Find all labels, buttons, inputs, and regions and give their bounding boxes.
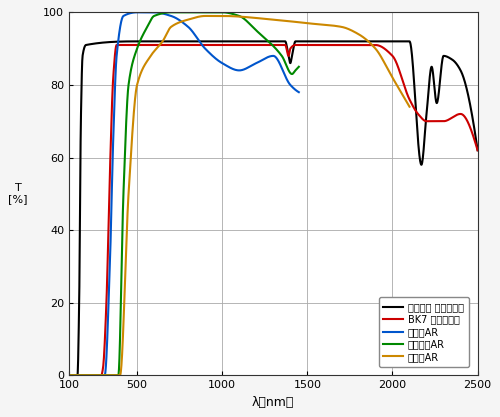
近赤外域AR bbox=[290, 71, 296, 76]
可視域AR bbox=[178, 19, 184, 24]
近赤外域AR bbox=[178, 10, 184, 15]
合成石英 ノーコート bbox=[474, 148, 480, 153]
Legend: 合成石英 ノーコート, BK7 ノーコート, 可視域AR, 近赤外域AR, 赤外域AR: 合成石英 ノーコート, BK7 ノーコート, 可視域AR, 近赤外域AR, 赤外… bbox=[378, 297, 468, 367]
Line: 近赤外域AR: 近赤外域AR bbox=[69, 13, 299, 375]
可視域AR bbox=[296, 90, 302, 95]
赤外域AR bbox=[397, 88, 403, 93]
合成石英 ノーコート bbox=[254, 39, 260, 44]
X-axis label: λ［nm］: λ［nm］ bbox=[252, 396, 294, 409]
合成石英 ノーコート bbox=[66, 373, 72, 378]
合成石英 ノーコート bbox=[265, 39, 271, 44]
合成石英 ノーコート bbox=[462, 83, 468, 88]
合成石英 ノーコート bbox=[388, 39, 394, 44]
近赤外域AR bbox=[66, 373, 72, 378]
赤外域AR bbox=[334, 24, 340, 29]
BK7 ノーコート bbox=[87, 373, 93, 378]
BK7 ノーコート bbox=[463, 116, 469, 121]
近赤外域AR bbox=[289, 71, 295, 76]
BK7 ノーコート bbox=[388, 52, 394, 57]
赤外域AR bbox=[406, 104, 412, 109]
BK7 ノーコート bbox=[462, 116, 468, 121]
BK7 ノーコート bbox=[66, 373, 72, 378]
BK7 ノーコート bbox=[265, 43, 271, 48]
BK7 ノーコート bbox=[254, 43, 260, 48]
赤外域AR bbox=[84, 373, 89, 378]
近赤外域AR bbox=[168, 10, 174, 15]
近赤外域AR bbox=[247, 22, 253, 27]
赤外域AR bbox=[232, 14, 237, 19]
可視域AR bbox=[289, 84, 295, 89]
BK7 ノーコート bbox=[114, 43, 120, 48]
赤外域AR bbox=[396, 87, 402, 92]
近赤外域AR bbox=[296, 64, 302, 69]
赤外域AR bbox=[66, 373, 72, 378]
近赤外域AR bbox=[172, 10, 177, 15]
可視域AR bbox=[290, 85, 296, 90]
可視域AR bbox=[78, 373, 84, 378]
赤外域AR bbox=[222, 13, 228, 18]
赤外域AR bbox=[202, 13, 208, 18]
Y-axis label: T
[%]: T [%] bbox=[8, 183, 28, 205]
可視域AR bbox=[66, 373, 72, 378]
近赤外域AR bbox=[78, 373, 84, 378]
Line: 合成石英 ノーコート: 合成石英 ノーコート bbox=[69, 41, 478, 375]
合成石英 ノーコート bbox=[87, 42, 93, 47]
Line: BK7 ノーコート: BK7 ノーコート bbox=[69, 45, 478, 375]
可視域AR bbox=[134, 10, 140, 15]
合成石英 ノーコート bbox=[463, 83, 469, 88]
合成石英 ノーコート bbox=[134, 39, 140, 44]
BK7 ノーコート bbox=[474, 148, 480, 153]
可視域AR bbox=[172, 15, 177, 20]
Line: 可視域AR: 可視域AR bbox=[69, 13, 299, 375]
Line: 赤外域AR: 赤外域AR bbox=[69, 16, 409, 375]
可視域AR bbox=[247, 64, 253, 69]
